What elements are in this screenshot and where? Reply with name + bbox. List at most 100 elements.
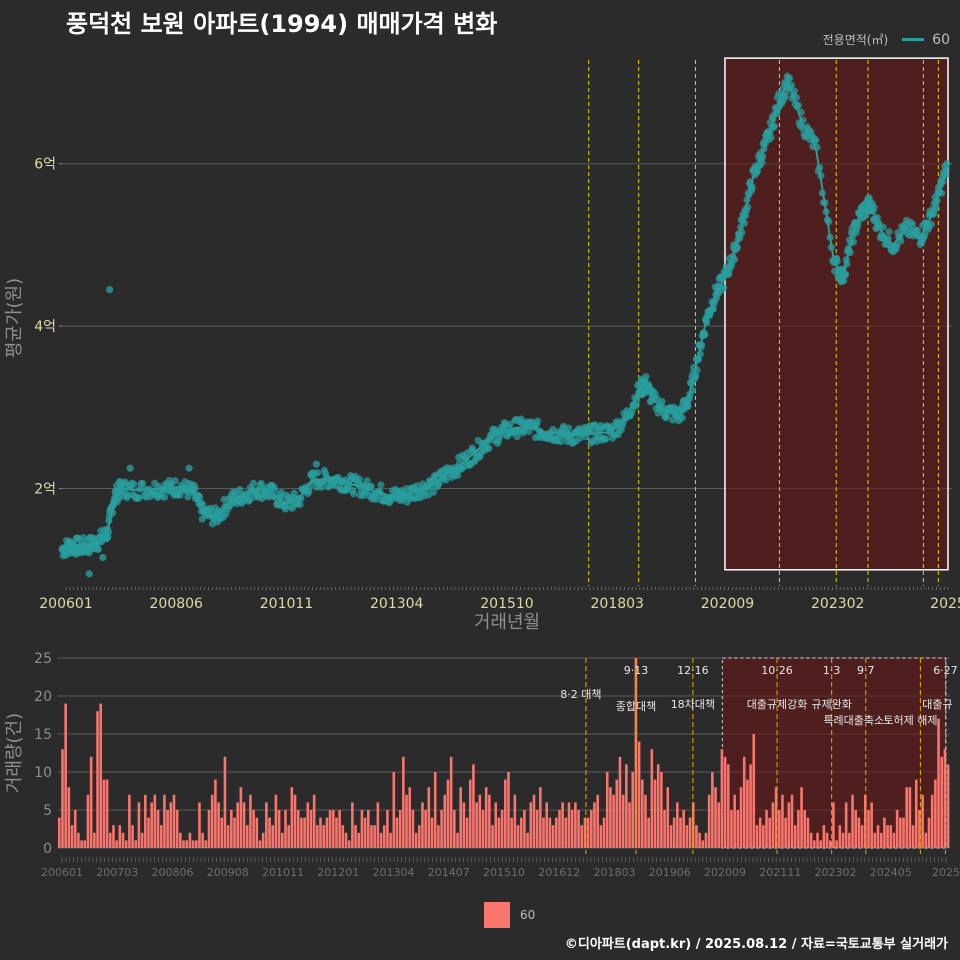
scatter-point [349,490,358,498]
bar [672,817,676,848]
bar [73,810,77,848]
bar [83,840,87,848]
bar [554,817,558,848]
bar [621,794,625,848]
bar [615,779,619,848]
bar [453,810,456,848]
bar [290,787,294,848]
x-tick-label: 202009 [701,596,754,612]
bar [679,817,682,848]
bar [609,787,612,848]
scatter-point [506,420,514,428]
scatter-point [296,500,304,509]
bar [214,779,217,848]
legend-line-swatch [902,38,925,41]
bar [233,817,236,848]
bar [281,832,284,848]
scatter-point [429,488,437,496]
price-scatter-chart: 2억 4억 6억 200601 200806 201011 201304 201510 2018… [4,57,960,633]
bar [373,825,376,848]
scatter-point [785,74,794,82]
bar [892,832,896,848]
bar [784,817,787,848]
bar [277,810,281,848]
bar [242,802,246,848]
scatter-point [106,285,114,294]
bar [768,817,771,848]
scatter-point [485,444,493,452]
scatter-point [720,283,728,292]
bar [717,802,721,848]
bar [545,802,548,848]
bar [99,703,102,848]
bar [417,825,421,848]
bar [236,802,239,848]
annotation-text: 18차대책 [671,698,715,711]
bar [347,840,351,848]
bar [344,832,348,848]
bar [284,810,287,848]
scatter-point [513,432,521,441]
bar [156,810,160,848]
bar [96,711,99,848]
bar [924,832,928,848]
bar [774,787,778,848]
x-axis-title: 거래년월 [474,612,540,633]
bar [583,817,587,848]
legend-top: 전용면적(㎡) 60 [823,31,950,48]
bar [351,802,354,848]
bar [940,756,944,848]
scatter-point [290,489,298,497]
bar [663,810,666,848]
bar [131,825,134,848]
bar [504,779,507,848]
bar [67,787,71,848]
bar [370,825,373,848]
bar [322,825,325,848]
x-tick-label: 202302 [811,596,864,612]
scatter-point [185,464,193,472]
annotation-date: 6·27 [933,664,958,677]
x-tick-label: 201612 [538,866,580,879]
bar [166,810,169,848]
bar [526,832,529,848]
bar [870,802,873,848]
scatter-point [99,553,107,562]
footer-credit: ©디아파트(dapt.kr) / 2025.08.12 / 자료=국토교통부 실… [564,937,948,952]
bar [513,794,517,848]
bar [497,817,501,848]
scatter-point [160,493,169,501]
y-tick-label: 2억 [34,482,56,498]
bar [354,825,357,848]
scatter-point [312,460,320,468]
scatter-point [191,485,199,493]
bar [226,825,230,848]
scatter-point [257,479,265,488]
bar [532,794,536,848]
bar [723,756,727,848]
bar [379,832,383,848]
bar [832,802,835,848]
bar [860,825,864,848]
bar [640,779,644,848]
bar [519,817,523,848]
bar [934,779,937,848]
bar [841,832,845,848]
x-tick-label: 200601 [39,596,92,612]
bar [647,817,650,848]
bar [650,749,654,848]
bar [899,817,902,848]
bar [876,825,880,848]
annotation-date: 10·26 [761,664,793,677]
bar [449,756,453,848]
bar [424,810,427,848]
bar [819,840,822,848]
bar [255,817,259,848]
scatter-point [130,480,138,488]
bar [245,825,249,848]
bar [411,810,415,848]
bar [535,810,539,848]
bar [367,810,370,848]
y-tick-label: 15 [34,727,52,743]
bar [188,832,192,848]
